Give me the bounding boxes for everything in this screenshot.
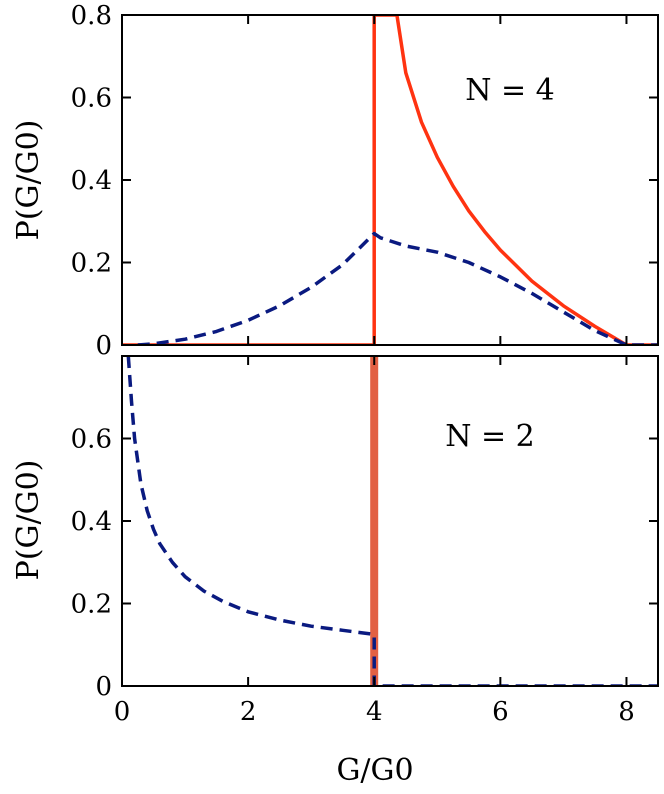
panel-bottom-ytick-label-1: 0.2 <box>71 590 112 620</box>
panel-top-ytick-label-3: 0.6 <box>71 84 112 114</box>
panel-bottom-xtick-label-4: 8 <box>618 697 635 727</box>
top-annotation: N = 4 <box>465 73 555 108</box>
bottom-annotation: N = 2 <box>445 419 535 454</box>
panel-top-ytick-label-0: 0 <box>95 331 112 361</box>
bottom-ticks: 0 0.2 0.4 0.6 0 2 4 6 8 <box>71 356 658 727</box>
panel-bottom-xtick-label-3: 6 <box>492 697 509 727</box>
bottom-plot-frame <box>121 355 659 687</box>
panel-top-ytick-label-1: 0.2 <box>71 249 112 279</box>
panel-bottom-series-1 <box>126 356 658 686</box>
panel-top-series-0 <box>122 15 658 345</box>
panel-bottom-ytick-label-3: 0.6 <box>71 425 112 455</box>
top-plot-frame <box>121 14 659 346</box>
xlabel: G/G0 <box>336 753 413 788</box>
panel-bottom-xtick-label-1: 2 <box>240 697 257 727</box>
panel-top-ytick-label-4: 0.8 <box>71 1 112 31</box>
top-ticks: 0 0.2 0.4 0.6 0.8 <box>71 1 658 361</box>
panel-bottom-xtick-label-2: 4 <box>366 697 383 727</box>
panel-bottom-xtick-label-0: 0 <box>114 697 131 727</box>
panel-top-ytick-label-2: 0.4 <box>71 166 112 196</box>
bottom-ylabel: P(G/G0) <box>11 460 46 581</box>
top-panel: 0 0.2 0.4 0.6 0.8 N = 4 P(G/G0) <box>11 1 659 361</box>
top-ylabel: P(G/G0) <box>11 120 46 241</box>
bottom-panel: 0 0.2 0.4 0.6 0 2 4 6 8 N = 2 P(G/G0) G/G0 <box>11 355 659 788</box>
panel-bottom-ytick-label-2: 0.4 <box>71 507 112 537</box>
panel-bottom-ytick-label-0: 0 <box>95 672 112 702</box>
panel-top-series-1 <box>137 231 658 345</box>
bottom-series-group <box>126 356 658 686</box>
top-series-group <box>122 15 658 345</box>
